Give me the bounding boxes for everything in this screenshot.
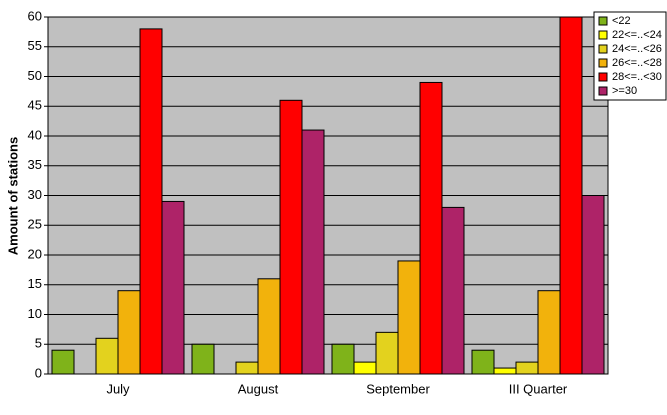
legend-label: 26<=..<28 — [612, 57, 662, 69]
bar — [51, 349, 75, 375]
legend-swatch — [598, 72, 608, 82]
y-tick-label: 5 — [35, 336, 42, 351]
legend-swatch — [598, 44, 608, 54]
x-tick-label: September — [366, 381, 430, 396]
y-tick-label: 40 — [28, 127, 42, 142]
legend-swatch — [598, 58, 608, 68]
y-tick-label: 10 — [28, 306, 42, 321]
bar — [537, 290, 561, 375]
y-tick-label: 30 — [28, 187, 42, 202]
bar — [235, 361, 259, 375]
y-tick-label: 50 — [28, 68, 42, 83]
x-tick-label: III Quarter — [509, 381, 568, 396]
bar — [471, 349, 495, 375]
legend-box — [593, 11, 667, 101]
x-tick-label: July — [106, 381, 130, 396]
bar — [161, 200, 185, 375]
legend-label: 22<=..<24 — [612, 29, 662, 41]
legend-label: >=30 — [612, 85, 637, 97]
y-axis-label: Amount of stations — [5, 137, 20, 255]
bar — [397, 260, 421, 375]
bar — [257, 278, 281, 375]
bar — [559, 16, 583, 375]
bar — [139, 28, 163, 375]
legend-swatch — [598, 16, 608, 26]
legend-label: <22 — [612, 15, 631, 27]
bar — [117, 290, 141, 375]
bar — [331, 343, 355, 375]
bar — [301, 129, 325, 375]
bar — [95, 337, 119, 375]
x-tick-label: August — [238, 381, 279, 396]
legend-swatch — [598, 30, 608, 40]
y-tick-label: 25 — [28, 217, 42, 232]
y-tick-label: 60 — [28, 8, 42, 23]
y-tick-label: 20 — [28, 246, 42, 261]
legend-label: 28<=..<30 — [612, 71, 662, 83]
bar — [279, 99, 303, 375]
y-tick-label: 55 — [28, 38, 42, 53]
bar — [353, 361, 377, 375]
y-tick-label: 15 — [28, 276, 42, 291]
bar — [441, 206, 465, 375]
legend-swatch — [598, 86, 608, 96]
bar — [581, 195, 605, 375]
bar — [375, 331, 399, 375]
bar — [419, 81, 443, 375]
bar — [493, 367, 517, 375]
y-tick-label: 45 — [28, 98, 42, 113]
y-tick-label: 0 — [35, 365, 42, 380]
bar — [515, 361, 539, 375]
bar — [191, 343, 215, 375]
legend-label: 24<=..<26 — [612, 43, 662, 55]
y-tick-label: 35 — [28, 157, 42, 172]
